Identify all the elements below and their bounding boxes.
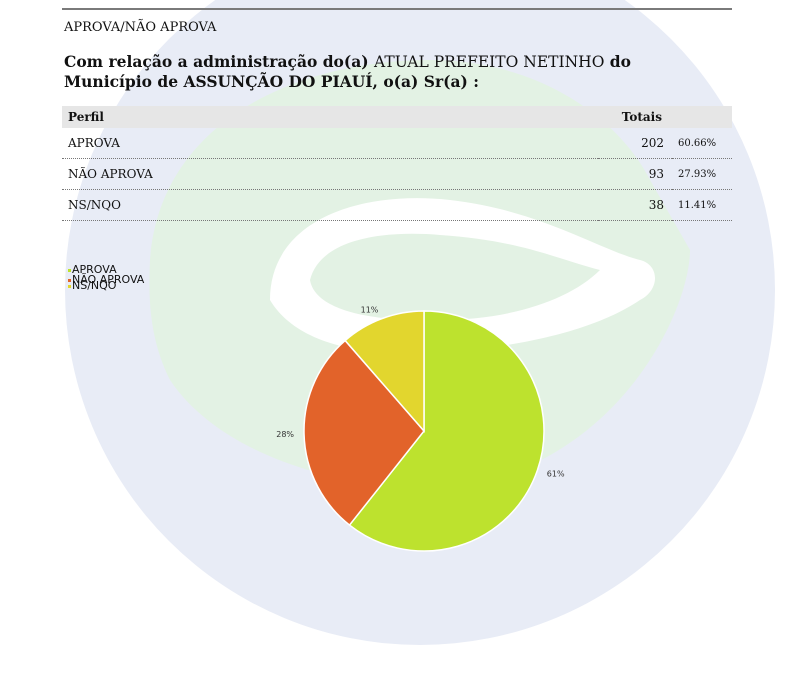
question-part-1: Com relação a administração do(a) — [64, 52, 375, 71]
legend-item-ns-nqo: NS/NQO — [68, 279, 144, 292]
legend-label: APROVA — [72, 263, 117, 276]
row-percent: 27.93% — [672, 158, 732, 190]
row-label: NÃO APROVA — [62, 158, 598, 190]
pie-slice-ns-nqo — [344, 310, 425, 434]
row-count: 202 — [598, 128, 672, 159]
row-count: 93 — [598, 158, 672, 190]
legend-label: NS/NQO — [72, 279, 117, 292]
table-header-row: Perfil Totais — [62, 106, 732, 128]
question-text: Com relação a administração do(a) ATUAL … — [64, 52, 724, 92]
question-part-3: do Município de ASSUNÇÃO DO PIAUÍ, o(a) … — [64, 52, 631, 91]
table-row: NÃO APROVA 93 27.93% — [62, 158, 732, 190]
top-rule — [62, 8, 732, 10]
row-label: NS/NQO — [62, 189, 598, 221]
legend-item-nao-aprova: NÃO APROVA — [68, 273, 145, 286]
legend-swatch-ns-nqo — [68, 284, 71, 288]
pie-slice-nao-aprova — [303, 339, 425, 527]
legend-swatch-nao-aprova — [68, 278, 71, 282]
row-label: APROVA — [62, 128, 598, 159]
row-count: 38 — [598, 189, 672, 221]
question-part-2: ATUAL PREFEITO NETINHO — [374, 53, 605, 71]
data-label-ns-nqo: 11% — [361, 305, 379, 314]
chart-legend: APROVA NÃO APROVA NS/NQO — [68, 263, 145, 292]
pie-slice-aprova — [348, 310, 545, 552]
section-label: APROVA/NÃO APROVA — [64, 20, 217, 35]
results-table: Perfil Totais APROVA 202 60.66% NÃO APRO… — [62, 106, 732, 221]
legend-item-aprova: APROVA — [68, 263, 144, 276]
row-percent: 60.66% — [672, 128, 732, 159]
header-totals: Totais — [598, 106, 732, 128]
legend-swatch-aprova — [68, 268, 71, 272]
table-row: NS/NQO 38 11.41% — [62, 189, 732, 221]
legend-label: NÃO APROVA — [72, 273, 145, 286]
header-profile: Perfil — [62, 106, 598, 128]
table-row: APROVA 202 60.66% — [62, 128, 732, 159]
data-label-aprova: 61% — [547, 470, 565, 479]
row-percent: 11.41% — [672, 189, 732, 221]
data-label-nao-aprova: 28% — [276, 430, 294, 439]
